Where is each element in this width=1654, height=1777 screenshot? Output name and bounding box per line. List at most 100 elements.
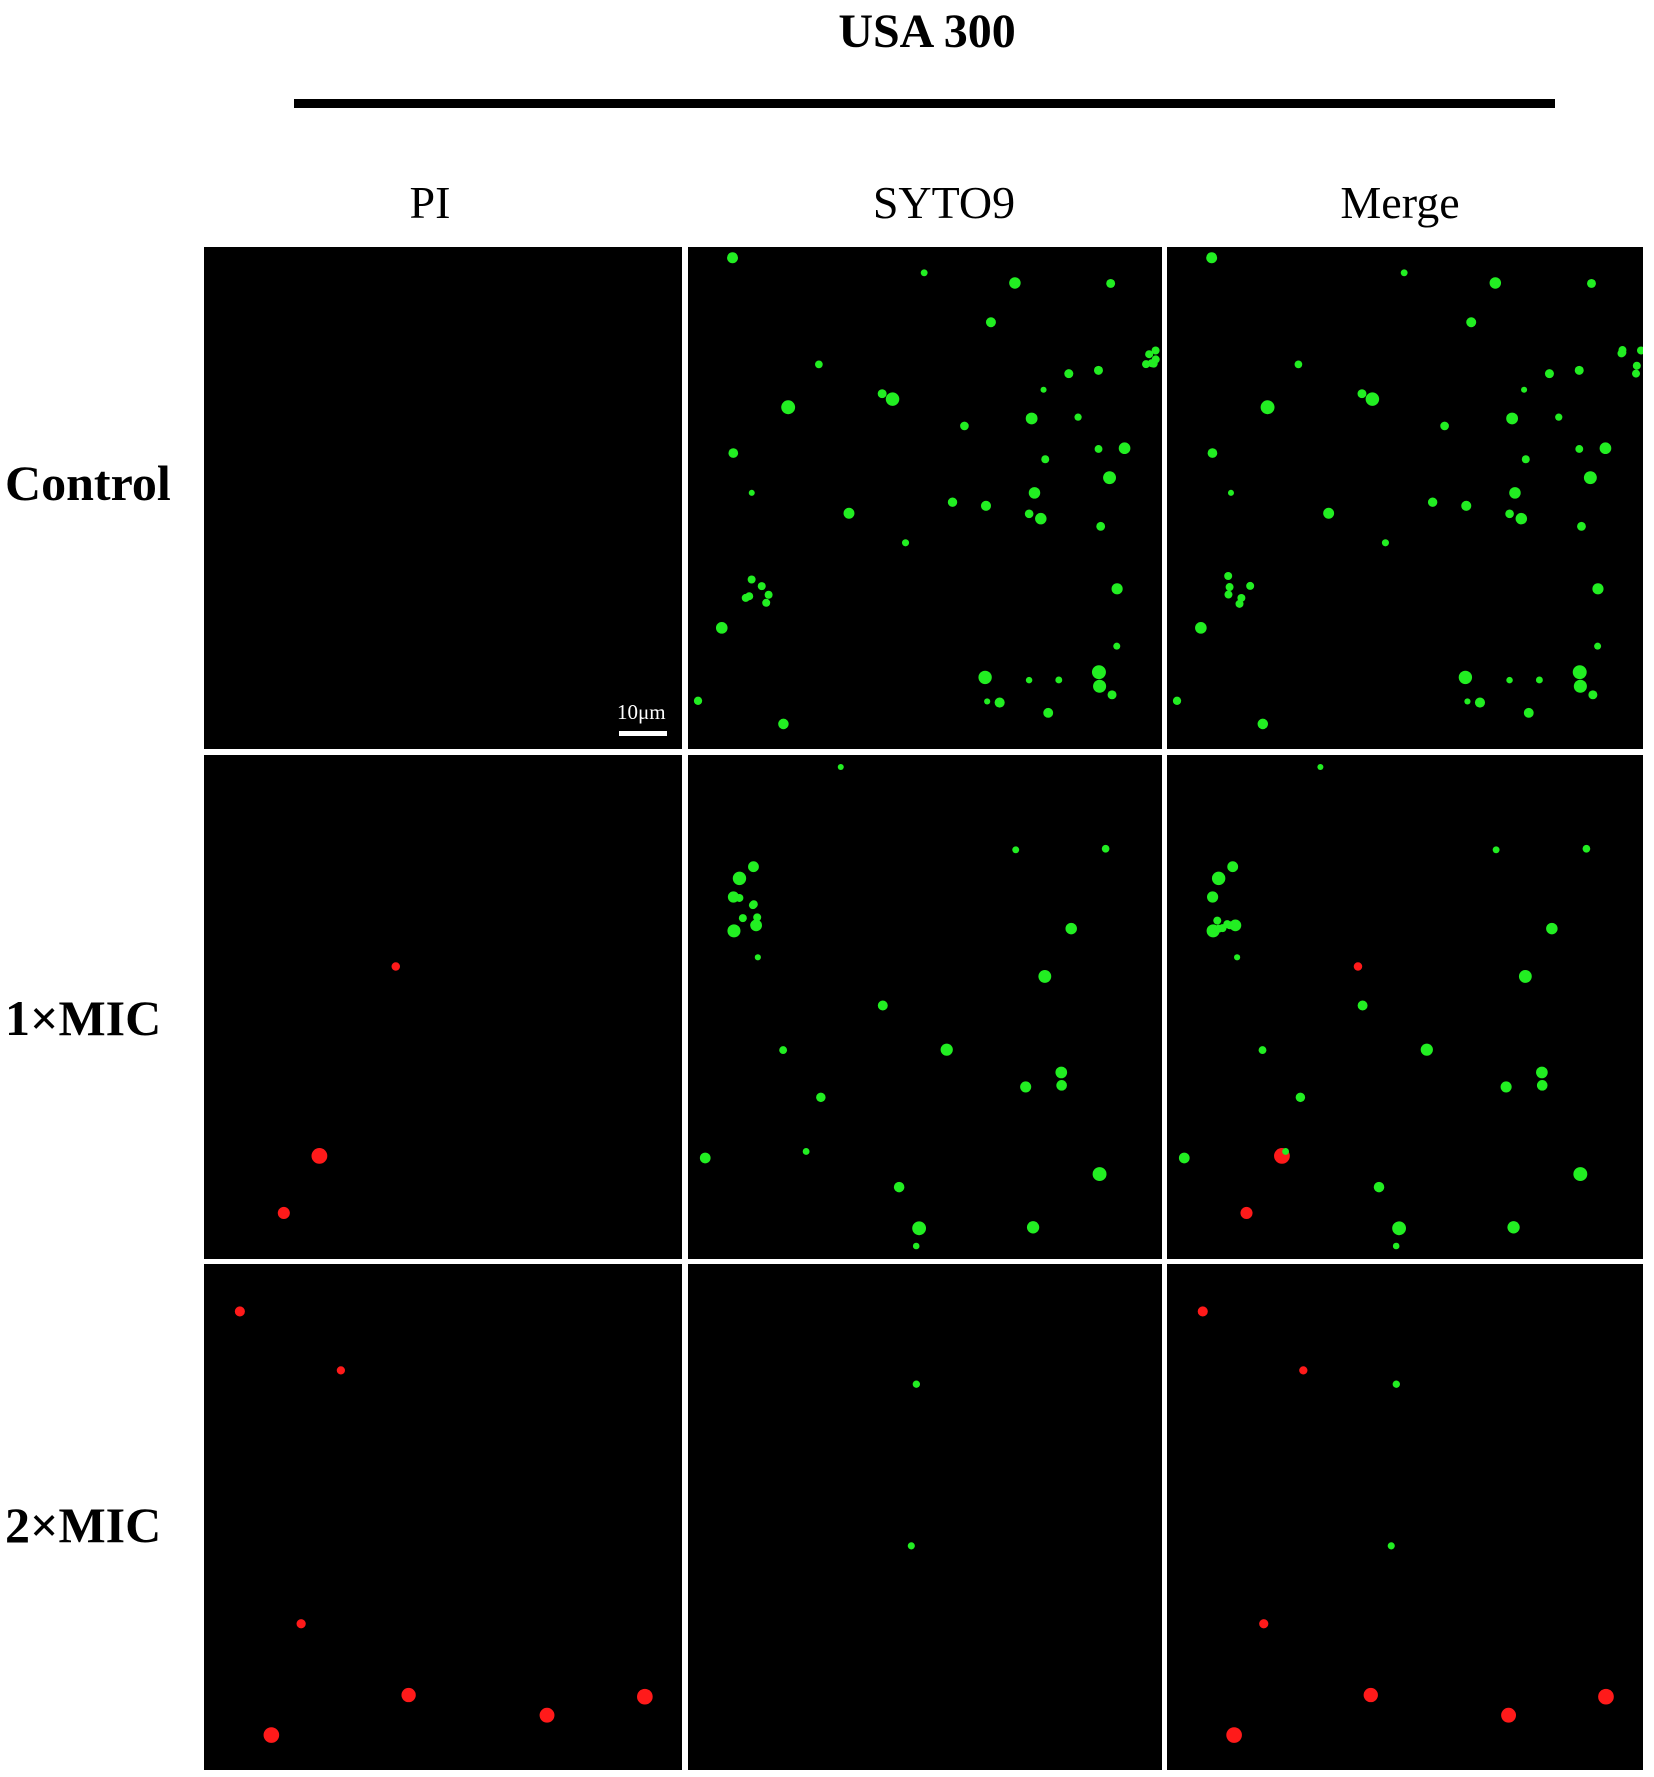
cell (1259, 1619, 1269, 1629)
cell (1257, 718, 1269, 730)
cell (1598, 1688, 1614, 1705)
cell (1536, 1066, 1548, 1079)
cell (1091, 665, 1106, 680)
column-label: Merge (1340, 177, 1460, 228)
cell (1092, 1167, 1107, 1182)
cell (1461, 500, 1472, 511)
cell (1464, 698, 1471, 705)
cell (1025, 412, 1038, 425)
cell (1636, 346, 1643, 355)
cell (748, 901, 757, 910)
cell (1026, 1221, 1040, 1234)
cell (1506, 676, 1513, 684)
cell (1213, 916, 1222, 925)
cell (1237, 593, 1246, 602)
cell (234, 1306, 245, 1317)
cell (263, 1727, 280, 1743)
cell (1583, 471, 1597, 485)
cell (1260, 400, 1275, 415)
cell (1106, 278, 1116, 288)
cell (1506, 412, 1519, 425)
cell (802, 1148, 810, 1155)
cell (978, 670, 992, 685)
cell (1507, 1221, 1520, 1234)
cell (1357, 1000, 1368, 1011)
cell (1357, 389, 1367, 399)
cell (1353, 962, 1363, 971)
cell (1240, 1206, 1253, 1219)
cell (1515, 512, 1528, 525)
column-label: SYTO9 (872, 177, 1016, 228)
cell (1227, 489, 1234, 496)
cell (1392, 1221, 1406, 1236)
cell (727, 252, 738, 264)
cell (1440, 421, 1449, 431)
cell (1113, 642, 1121, 650)
column-label: PI (409, 177, 451, 228)
cell (1103, 471, 1117, 485)
cell (699, 1152, 711, 1164)
cell (940, 1043, 953, 1056)
cell (727, 924, 741, 938)
cell (539, 1707, 555, 1723)
micrograph (1167, 1264, 1643, 1770)
cell (1509, 487, 1521, 499)
cell (843, 507, 855, 519)
cell (1546, 922, 1558, 935)
cell (1582, 844, 1591, 853)
cell (1575, 445, 1584, 453)
cell (1025, 676, 1033, 684)
cell (1282, 1148, 1290, 1155)
cell (1211, 871, 1226, 886)
cell (1587, 278, 1596, 288)
cell (1151, 346, 1160, 355)
cell (762, 598, 771, 607)
cell (1317, 763, 1324, 771)
cell (750, 919, 762, 932)
cell (1226, 1727, 1242, 1743)
scale-bar (619, 731, 667, 736)
cell (893, 1181, 905, 1193)
cell (1055, 1066, 1068, 1079)
cell (877, 389, 887, 399)
cell (1229, 919, 1242, 932)
cell (1020, 1081, 1032, 1093)
cell (816, 1092, 826, 1103)
cell (1101, 844, 1110, 853)
cell (1234, 954, 1241, 961)
cell (960, 421, 969, 431)
cell (1573, 679, 1587, 693)
cell (1500, 1081, 1512, 1093)
row-label: 1×MIC (5, 990, 162, 1046)
cell (764, 590, 773, 599)
cell (1024, 509, 1034, 519)
cell (1536, 1080, 1548, 1091)
cell (1618, 346, 1627, 355)
cell (1038, 970, 1052, 983)
cell (738, 914, 747, 923)
cell (912, 1242, 920, 1250)
cell (1420, 1043, 1433, 1056)
cell (1055, 676, 1063, 684)
cell (781, 400, 796, 415)
cell (1577, 521, 1586, 531)
cell (1258, 1046, 1267, 1055)
cell (1427, 497, 1438, 507)
micrograph (688, 755, 1162, 1259)
cell (1299, 1366, 1308, 1375)
cell (1365, 392, 1380, 406)
cell (1592, 583, 1604, 595)
cell (1094, 445, 1103, 453)
cell (1574, 365, 1584, 375)
cell (735, 893, 744, 902)
cell (885, 392, 900, 406)
cell (728, 448, 739, 458)
cell (1474, 697, 1486, 708)
cell (1224, 571, 1233, 580)
cell (1041, 455, 1050, 464)
cell (1172, 696, 1182, 705)
cell (1505, 509, 1514, 519)
micrograph (1167, 755, 1643, 1259)
cell (753, 913, 762, 922)
